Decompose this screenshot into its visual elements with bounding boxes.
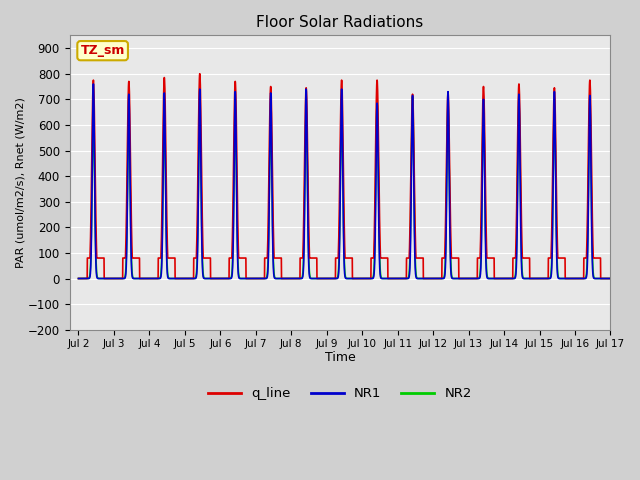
NR1 — [75, 276, 83, 281]
X-axis label: Time: Time — [324, 351, 355, 364]
NR2 — [596, 276, 604, 281]
NR1 — [596, 276, 604, 281]
q_line — [302, 95, 310, 101]
Line: NR2: NR2 — [79, 97, 611, 278]
NR1 — [136, 276, 143, 281]
NR1 — [167, 276, 175, 281]
Y-axis label: PAR (umol/m2/s), Rnet (W/m2): PAR (umol/m2/s), Rnet (W/m2) — [15, 97, 25, 268]
NR2 — [145, 276, 153, 281]
NR2 — [167, 276, 175, 281]
Line: NR1: NR1 — [79, 84, 611, 278]
NR2 — [607, 276, 614, 281]
q_line — [196, 71, 204, 77]
q_line — [167, 255, 175, 261]
q_line — [135, 255, 143, 261]
NR1 — [90, 81, 97, 87]
NR1 — [539, 276, 547, 281]
NR2 — [539, 276, 547, 281]
Line: q_line: q_line — [79, 74, 611, 278]
Title: Floor Solar Radiations: Floor Solar Radiations — [257, 15, 424, 30]
q_line — [75, 276, 83, 281]
NR1 — [394, 276, 401, 281]
NR2 — [279, 276, 287, 281]
NR2 — [409, 94, 417, 100]
NR1 — [302, 107, 310, 112]
NR2 — [302, 123, 310, 129]
NR1 — [607, 276, 614, 281]
q_line — [607, 276, 614, 281]
Text: TZ_sm: TZ_sm — [81, 44, 125, 57]
NR2 — [75, 276, 83, 281]
NR1 — [279, 276, 287, 281]
NR2 — [135, 276, 143, 281]
q_line — [279, 276, 287, 281]
q_line — [596, 255, 604, 261]
Legend: q_line, NR1, NR2: q_line, NR1, NR2 — [203, 382, 477, 406]
q_line — [539, 276, 547, 281]
